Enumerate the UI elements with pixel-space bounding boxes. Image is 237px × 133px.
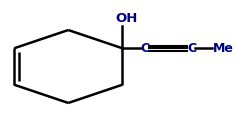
Text: C: C [187, 42, 196, 55]
Text: OH: OH [116, 12, 138, 25]
Text: Me: Me [213, 42, 233, 55]
Text: C: C [140, 42, 149, 55]
